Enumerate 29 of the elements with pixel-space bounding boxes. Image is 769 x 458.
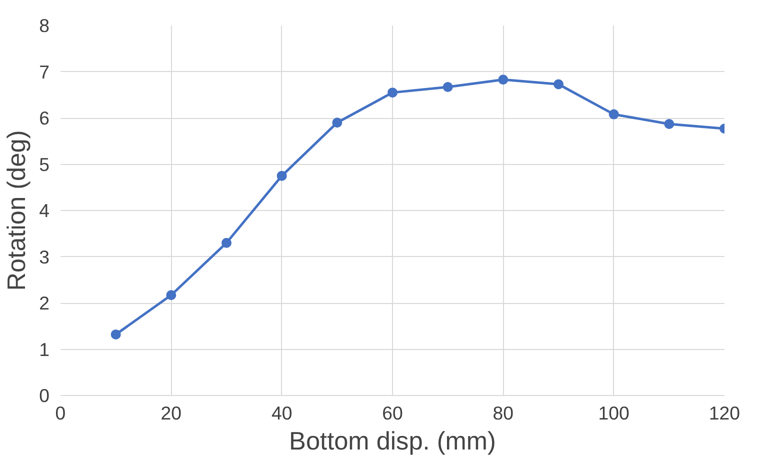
- point: [554, 79, 564, 90]
- point: [276, 170, 287, 181]
- x-tick-label: 20: [160, 402, 182, 424]
- x-tick-label: 60: [382, 402, 403, 424]
- point: [664, 119, 674, 130]
- point: [222, 238, 232, 248]
- x-axis-title: Bottom disp. (mm): [289, 428, 496, 456]
- y-tick-label: 7: [39, 61, 50, 82]
- x-tick-label: 120: [708, 402, 740, 424]
- y-tick-label: 0: [39, 385, 50, 406]
- point: [110, 329, 121, 340]
- point: [166, 290, 176, 300]
- x-tick-label: 80: [492, 402, 514, 424]
- y-tick-label: 2: [39, 292, 50, 314]
- point: [442, 82, 453, 92]
- x-tick-label: 100: [598, 402, 630, 424]
- y-tick-label: 6: [39, 108, 50, 128]
- y-tick-label: 1: [39, 338, 50, 360]
- y-tick-label: 8: [39, 15, 50, 36]
- y-tick-label: 5: [39, 154, 50, 175]
- y-axis-title: Rotation (deg): [3, 130, 32, 291]
- point: [498, 74, 508, 85]
- x-tick-label: 0: [55, 402, 66, 424]
- point: [388, 88, 398, 98]
- x-tick-label: 40: [271, 402, 292, 424]
- point: [332, 118, 342, 128]
- y-tick-label: 4: [39, 200, 50, 221]
- y-tick-label: 3: [39, 246, 50, 268]
- point: [608, 109, 619, 120]
